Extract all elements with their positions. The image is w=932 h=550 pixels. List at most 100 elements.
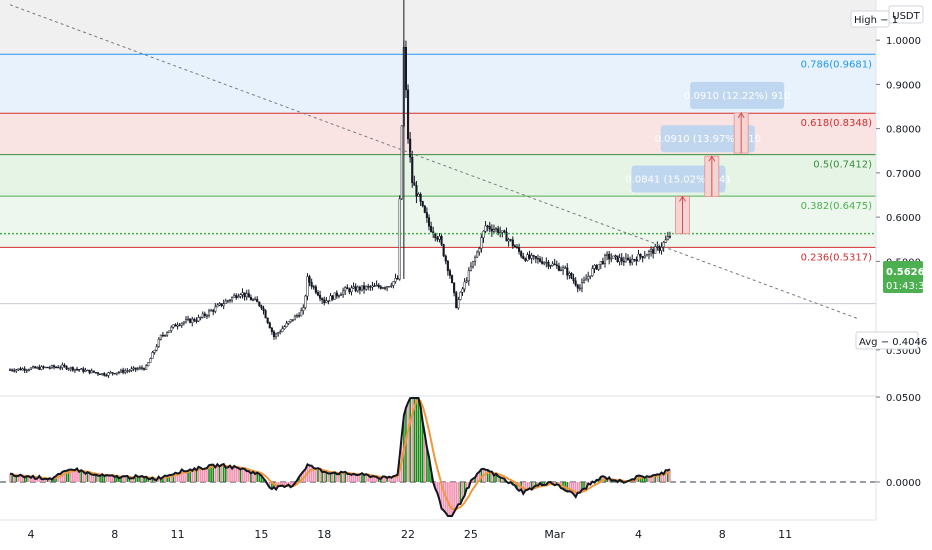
candle-body	[272, 331, 276, 337]
price-tick-label: 0.6000	[886, 213, 921, 224]
candle-body	[474, 256, 477, 262]
candle-body	[482, 230, 485, 238]
candle-body	[277, 332, 280, 335]
candle-body	[438, 236, 441, 240]
candle-body	[654, 246, 657, 254]
fib-label-0.786: 0.786(0.9681)	[801, 59, 873, 70]
candle-body	[308, 276, 311, 283]
candle-body	[119, 369, 123, 373]
candle-body	[520, 251, 523, 257]
time-tick-label: 8	[111, 528, 118, 541]
candle-body	[75, 368, 79, 371]
candle-body	[174, 324, 177, 327]
candle-body	[436, 237, 439, 240]
candle-body	[34, 366, 37, 369]
zone-0.5	[0, 154, 876, 197]
candle-body	[231, 297, 234, 301]
candle-body	[59, 367, 62, 369]
candle-body	[574, 280, 577, 286]
high-label: High − 1	[854, 15, 898, 26]
candle-body	[455, 292, 458, 309]
candle-body	[606, 253, 609, 256]
candle-body	[494, 228, 498, 230]
axes: 1.10001.00000.90000.80000.70000.60000.50…	[0, 0, 921, 541]
candle-body	[453, 282, 456, 293]
candle-body	[568, 273, 571, 276]
measure-label-bg	[690, 81, 785, 109]
candle-body	[314, 286, 317, 293]
price-tick-label: 0.8000	[886, 125, 921, 136]
candle-body	[333, 292, 336, 300]
osc-signal-line	[9, 398, 671, 511]
candle-body	[407, 89, 410, 140]
candle-body	[138, 367, 141, 369]
candle-body	[40, 366, 43, 370]
candle-body	[134, 367, 137, 370]
candle-body	[94, 372, 97, 374]
candle-body	[585, 278, 588, 281]
candle-body	[344, 287, 347, 292]
candle-body	[207, 310, 211, 316]
candle-body	[566, 267, 569, 276]
candle-body	[476, 251, 479, 258]
candle-body	[86, 369, 89, 372]
candle-body	[92, 370, 95, 373]
candle-body	[52, 365, 56, 368]
countdown-label: 01:43:33	[886, 281, 931, 292]
candle-body	[557, 265, 560, 271]
currency-badge-group[interactable]: USDT	[888, 5, 924, 24]
candle-body	[170, 326, 173, 331]
time-tick-label: 11	[171, 528, 185, 541]
candle-body	[629, 259, 632, 264]
candle-body	[645, 254, 648, 257]
candle-body	[331, 295, 334, 300]
candle-body	[298, 315, 301, 317]
candle-body	[140, 367, 144, 369]
candle-body	[31, 366, 35, 369]
candle-body	[36, 366, 39, 369]
candle-body	[411, 156, 414, 183]
candle-body	[660, 247, 663, 251]
candle-body	[478, 248, 481, 253]
candle-body	[316, 292, 320, 296]
candle-body	[13, 370, 16, 372]
candle-body	[375, 284, 378, 287]
candle-body	[243, 292, 246, 298]
candle-body	[193, 318, 196, 322]
currency-badge[interactable]: USDT	[892, 11, 920, 22]
candle-body	[538, 258, 542, 262]
candle-body	[270, 327, 273, 333]
candle-body	[180, 322, 183, 326]
candle-body	[319, 294, 322, 299]
candle-body	[635, 259, 638, 262]
candle-body	[369, 286, 372, 288]
candle-body	[599, 261, 602, 265]
osc-main-line	[9, 397, 671, 517]
candle-body	[400, 125, 403, 200]
osc-tick-label: 0.0500	[886, 393, 921, 404]
candle-body	[536, 258, 539, 260]
candle-body	[595, 265, 598, 270]
candle-body	[19, 368, 22, 371]
candle-body	[67, 368, 70, 370]
candle-body	[503, 230, 506, 233]
time-tick-label: 4	[27, 528, 34, 541]
candle-body	[647, 251, 651, 256]
candle-body	[130, 368, 133, 371]
candle-body	[46, 366, 49, 369]
candle-body	[532, 255, 535, 257]
candle-body	[668, 236, 671, 238]
candle-body	[543, 262, 546, 264]
measure-label-bg	[660, 125, 755, 153]
candle-body	[358, 286, 361, 291]
candle-body	[471, 260, 475, 268]
candle-body	[279, 331, 282, 334]
candle-body	[639, 253, 642, 257]
candle-body	[136, 368, 139, 370]
candle-body	[465, 280, 468, 283]
candle-body	[459, 291, 462, 300]
candle-body	[342, 290, 345, 295]
candle-body	[360, 285, 364, 291]
avg-label-bg	[855, 331, 919, 350]
price-tick-label: 0.9000	[886, 80, 921, 91]
